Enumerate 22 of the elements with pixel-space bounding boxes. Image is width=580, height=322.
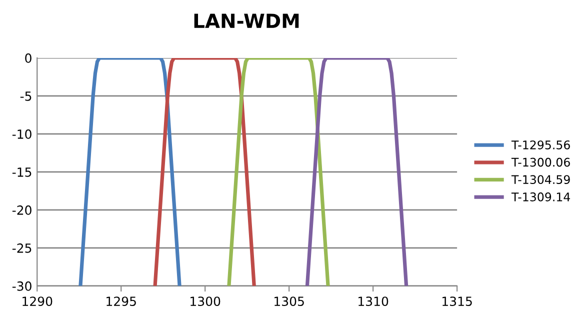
- legend-label: T-1295.56: [511, 140, 570, 150]
- x-tick-label: 1315: [442, 296, 472, 306]
- line-series: [78, 58, 182, 286]
- y-tick-label: -10: [12, 129, 32, 139]
- x-tick-label: 1300: [190, 296, 220, 306]
- x-tick-label: 1295: [106, 296, 136, 306]
- y-tick-label: -25: [12, 243, 32, 253]
- y-tick-label: -30: [12, 281, 32, 291]
- legend-label: T-1304.59: [511, 175, 570, 184]
- line-series: [305, 58, 408, 286]
- x-tick-label: 1305: [274, 296, 304, 306]
- x-tick-label: 1310: [358, 296, 388, 306]
- y-tick-label: -20: [12, 205, 32, 215]
- line-series: [153, 58, 256, 286]
- y-tick-label: -5: [20, 92, 32, 101]
- chart-title: LAN-WDM: [194, 14, 299, 28]
- legend-label: T-1300.06: [511, 158, 570, 167]
- y-tick-label: -15: [12, 168, 32, 177]
- x-tick-label: 1290: [22, 296, 52, 306]
- legend-label: T-1309.14: [511, 192, 570, 202]
- y-tick-label: 0: [25, 53, 32, 63]
- line-series: [227, 58, 330, 286]
